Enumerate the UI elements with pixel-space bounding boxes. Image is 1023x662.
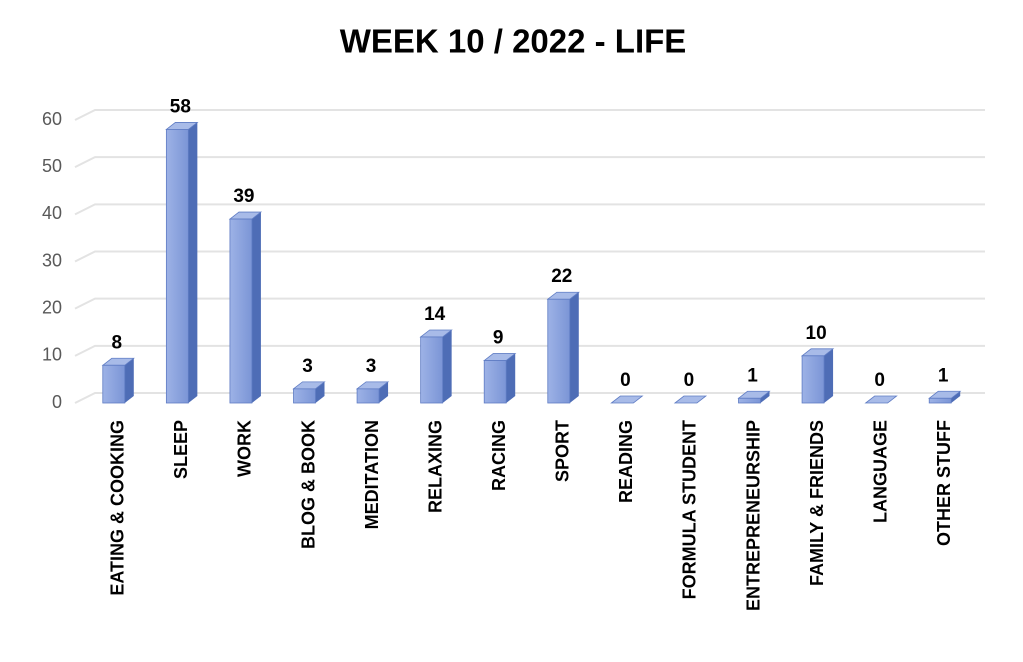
bar-side <box>442 329 452 403</box>
grid-line <box>74 156 985 169</box>
bar-front <box>229 218 253 404</box>
y-tick-label: 10 <box>42 345 62 365</box>
x-tick-label: SLEEP <box>171 420 191 479</box>
value-label: 58 <box>170 96 191 117</box>
chart-title: WEEK 10 / 2022 - LIFE <box>340 23 687 60</box>
bar-front <box>547 298 571 404</box>
bar <box>355 381 390 404</box>
x-tick-label: WORK <box>235 420 255 477</box>
y-tick-label: 40 <box>42 203 62 223</box>
x-tick-label: FAMILY & FRIENDS <box>807 420 827 586</box>
x-tick-label: OTHER STUFF <box>934 420 954 546</box>
x-tick-label: RELAXING <box>425 420 445 513</box>
value-label: 0 <box>684 370 695 391</box>
bar-front <box>356 388 380 404</box>
bar-side <box>506 353 516 403</box>
bar-front <box>293 388 316 404</box>
y-tick-label: 0 <box>52 392 62 412</box>
bar-front <box>928 397 952 404</box>
value-label: 0 <box>874 370 885 391</box>
bar <box>101 357 135 404</box>
x-tick-label: MEDITATION <box>362 420 382 529</box>
bar <box>673 395 708 404</box>
x-tick-label: ENTREPRENEURSHIP <box>743 420 763 611</box>
bar-side <box>124 358 134 403</box>
grid-line <box>74 344 985 357</box>
value-label: 22 <box>551 266 572 287</box>
bar-front <box>738 397 761 404</box>
bar-front <box>483 360 507 404</box>
value-label: 14 <box>424 304 446 325</box>
value-label: 3 <box>302 356 313 377</box>
bar <box>800 348 835 404</box>
grid-line <box>74 297 985 310</box>
value-label: 1 <box>747 365 758 386</box>
bar <box>483 353 517 404</box>
value-label: 0 <box>620 370 631 391</box>
y-tick-label: 20 <box>42 297 62 317</box>
x-tick-label: SPORT <box>553 420 573 482</box>
bar-front <box>420 336 444 404</box>
bar-front <box>165 129 189 404</box>
grid-line <box>74 109 985 121</box>
grid-line <box>74 203 985 216</box>
bar <box>864 395 898 404</box>
y-tick-label: 30 <box>42 250 62 270</box>
bar-side <box>251 212 261 403</box>
bar <box>165 122 199 404</box>
bar-side <box>951 391 961 403</box>
y-tick-label: 50 <box>42 156 62 176</box>
value-label: 10 <box>806 323 827 344</box>
x-tick-label: EATING & COOKING <box>108 420 128 596</box>
grid-line <box>74 250 985 263</box>
bar <box>292 381 326 404</box>
y-tick-label: 60 <box>42 109 62 129</box>
x-tick-label: RACING <box>489 420 509 491</box>
x-tick-label: BLOG & BOOK <box>298 420 318 549</box>
value-label: 9 <box>493 328 504 349</box>
grid-line <box>74 392 985 404</box>
bar <box>546 291 580 404</box>
value-label: 3 <box>366 356 377 377</box>
value-label: 8 <box>111 332 122 353</box>
bar-side <box>760 391 770 403</box>
bar-top <box>673 395 708 404</box>
value-label: 39 <box>233 186 254 207</box>
bar-top <box>864 395 898 404</box>
bar-side <box>188 122 198 403</box>
bar <box>928 390 962 404</box>
bar-front <box>801 355 825 404</box>
bar-top <box>610 395 644 404</box>
bar-side <box>569 292 579 403</box>
bar <box>737 390 771 404</box>
bar <box>610 395 644 404</box>
x-tick-label: FORMULA STUDENT <box>680 420 700 599</box>
bar <box>228 211 263 404</box>
x-tick-label: LANGUAGE <box>870 420 890 523</box>
bar-front <box>102 364 126 404</box>
value-label: 1 <box>938 365 949 386</box>
bar <box>419 329 453 404</box>
x-tick-label: READING <box>616 420 636 503</box>
bar-side <box>824 348 834 403</box>
